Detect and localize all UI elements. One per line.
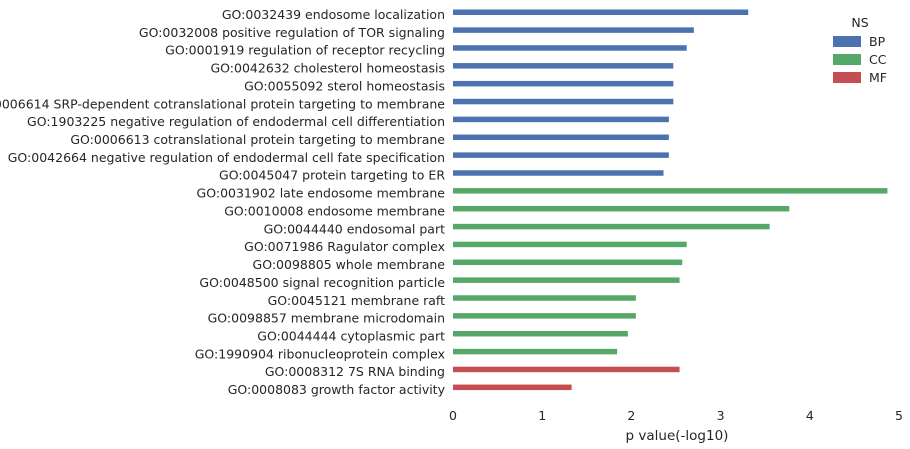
- bar-bp: [453, 63, 674, 69]
- category-label: GO:0008312 7S RNA binding: [265, 364, 445, 379]
- category-label: GO:0044440 endosomal part: [264, 221, 446, 236]
- category-label: GO:0006614 SRP-dependent cotranslational…: [0, 96, 445, 111]
- legend-swatch-bp: [833, 36, 861, 47]
- x-tick-label: 3: [717, 408, 725, 423]
- bar-bp: [453, 27, 694, 33]
- bar-cc: [453, 330, 628, 337]
- bar-cc: [453, 277, 680, 283]
- bar-bp: [453, 134, 669, 141]
- x-tick-label: 0: [449, 408, 457, 423]
- bar-mf: [453, 366, 680, 373]
- bar-cc: [453, 348, 618, 355]
- category-label: GO:0032439 endosome localization: [222, 7, 445, 22]
- x-tick-label: 1: [538, 408, 546, 423]
- legend-label-cc: CC: [869, 52, 887, 67]
- category-label: GO:0032008 positive regulation of TOR si…: [139, 25, 445, 40]
- category-label: GO:0045047 protein targeting to ER: [219, 168, 445, 183]
- category-label: GO:0045121 membrane raft: [268, 293, 446, 308]
- bar-bp: [453, 80, 674, 87]
- x-tick-label: 4: [806, 408, 814, 423]
- bar-cc: [453, 241, 687, 248]
- x-axis-label: p value(-log10): [626, 428, 729, 444]
- bar-cc: [453, 188, 888, 194]
- bars-group: [453, 9, 888, 391]
- legend-title: NS: [851, 15, 868, 30]
- category-label: GO:0010008 endosome membrane: [224, 203, 445, 218]
- bar-mf: [453, 384, 572, 391]
- category-label: GO:0031902 late endosome membrane: [197, 186, 446, 201]
- bar-cc: [453, 295, 636, 301]
- bar-bp: [453, 152, 669, 158]
- bar-cc: [453, 205, 790, 212]
- legend: NS BP CC MF: [833, 15, 887, 85]
- category-label: GO:0008083 growth factor activity: [228, 382, 446, 397]
- bar-bp: [453, 170, 664, 176]
- legend-swatch-mf: [833, 72, 861, 83]
- category-label: GO:0098857 membrane microdomain: [208, 311, 445, 326]
- x-tick-label: 2: [627, 408, 635, 423]
- category-label: GO:0044444 cytoplasmic part: [257, 328, 445, 343]
- category-label: GO:1903225 negative regulation of endode…: [27, 114, 445, 129]
- legend-label-bp: BP: [869, 34, 886, 49]
- bar-bp: [453, 98, 674, 105]
- x-axis-ticks-group: 0 1 2 3 4 5: [449, 408, 903, 423]
- category-label: GO:0071986 Ragulator complex: [244, 239, 445, 254]
- category-label: GO:0042632 cholesterol homeostasis: [211, 61, 446, 76]
- category-label: GO:0001919 regulation of receptor recycl…: [165, 43, 445, 58]
- bar-cc: [453, 313, 636, 319]
- legend-label-mf: MF: [869, 70, 887, 85]
- bar-cc: [453, 223, 770, 230]
- x-tick-label: 5: [895, 408, 903, 423]
- bar-cc: [453, 259, 683, 266]
- legend-swatch-cc: [833, 54, 861, 65]
- category-label: GO:1990904 ribonucleoprotein complex: [195, 346, 445, 361]
- category-labels-group: GO:0032439 endosome localization GO:00320…: [0, 7, 446, 397]
- bar-bp: [453, 45, 687, 51]
- category-label: GO:0042664 negative regulation of endode…: [8, 150, 445, 165]
- bar-bp: [453, 9, 749, 15]
- category-label: GO:0048500 signal recognition particle: [199, 275, 445, 290]
- category-label: GO:0055092 sterol homeostasis: [244, 78, 445, 93]
- bar-bp: [453, 116, 669, 123]
- category-label: GO:0098805 whole membrane: [253, 257, 446, 272]
- category-label: GO:0006613 cotranslational protein targe…: [70, 132, 445, 147]
